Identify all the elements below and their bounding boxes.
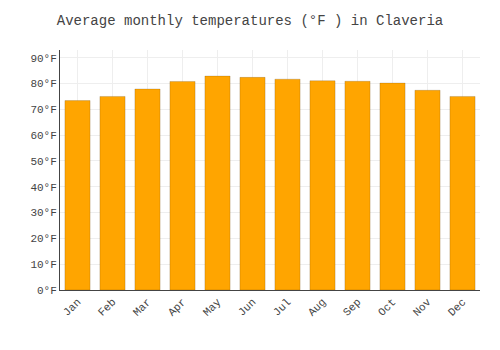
svg-text:Oct: Oct: [376, 296, 398, 318]
svg-text:Dec: Dec: [446, 296, 468, 318]
svg-text:50°F: 50°F: [30, 156, 56, 168]
svg-text:60°F: 60°F: [30, 130, 56, 142]
svg-text:Apr: Apr: [166, 296, 188, 318]
svg-text:80°F: 80°F: [30, 78, 56, 90]
svg-text:Nov: Nov: [411, 296, 434, 319]
svg-text:Sep: Sep: [341, 296, 363, 318]
svg-text:Jan: Jan: [61, 296, 83, 318]
svg-text:20°F: 20°F: [30, 233, 56, 245]
svg-text:Average monthly temperatures (: Average monthly temperatures (°F ) in Cl…: [57, 13, 443, 29]
svg-text:Feb: Feb: [96, 296, 118, 318]
svg-text:10°F: 10°F: [30, 259, 56, 271]
svg-text:Mar: Mar: [131, 296, 153, 318]
svg-text:Jun: Jun: [236, 296, 258, 318]
svg-text:Aug: Aug: [306, 296, 328, 318]
svg-text:30°F: 30°F: [30, 207, 56, 219]
svg-text:40°F: 40°F: [30, 182, 56, 194]
svg-text:70°F: 70°F: [30, 104, 56, 116]
svg-text:90°F: 90°F: [30, 53, 56, 65]
svg-text:Jul: Jul: [271, 296, 293, 318]
svg-text:0°F: 0°F: [37, 285, 57, 297]
svg-text:May: May: [201, 296, 224, 319]
